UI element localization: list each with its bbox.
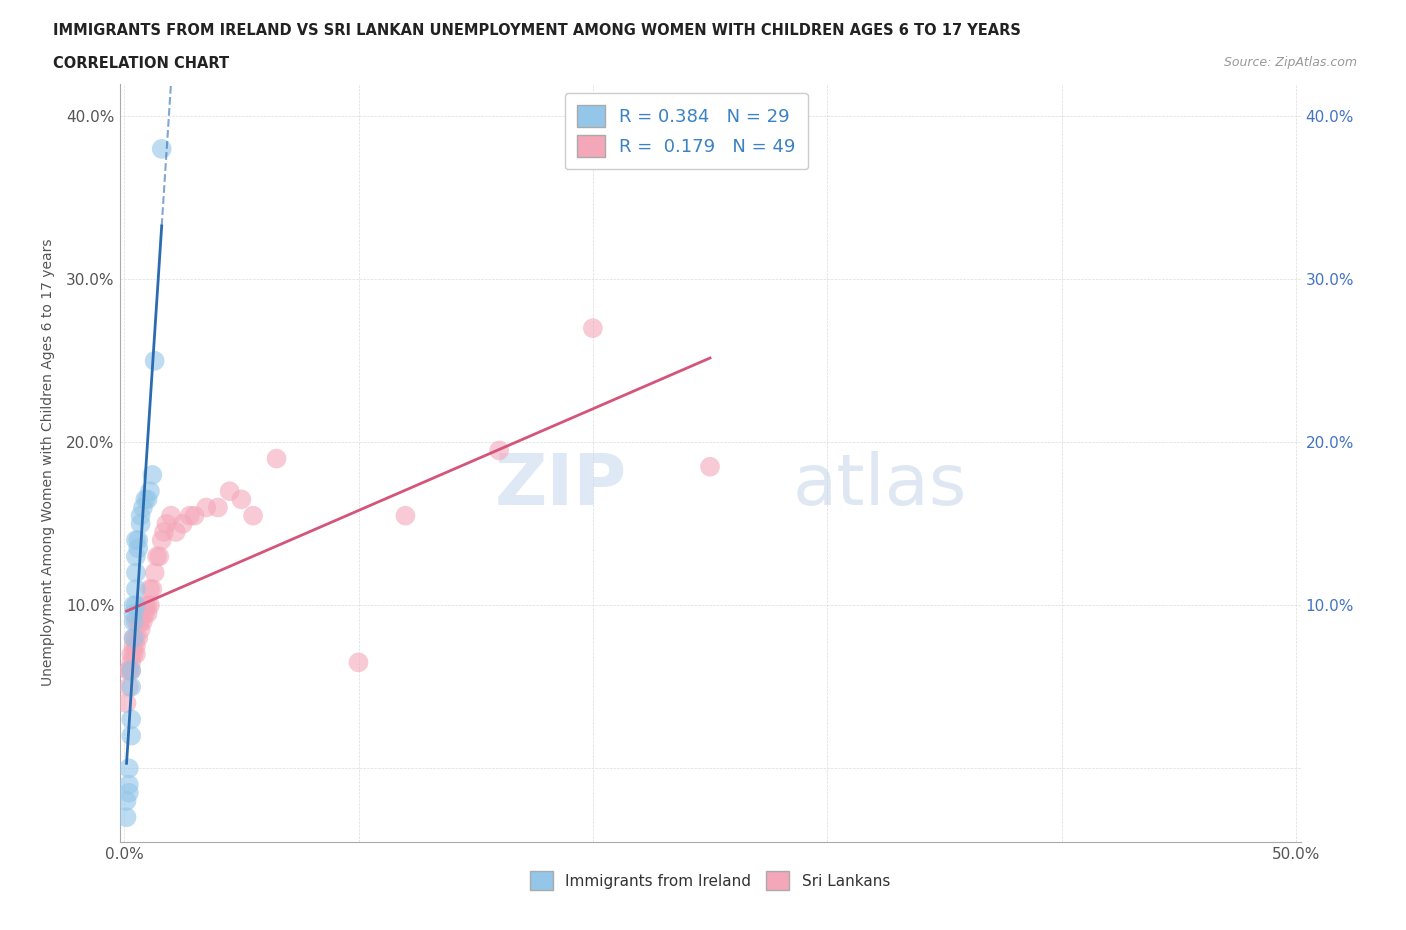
Point [122, 639, 145, 654]
Point [172, 516, 194, 531]
Text: IMMIGRANTS FROM IRELAND VS SRI LANKAN UNEMPLOYMENT AMONG WOMEN WITH CHILDREN AGE: IMMIGRANTS FROM IRELAND VS SRI LANKAN UN… [53, 23, 1021, 38]
Point [125, 581, 148, 596]
Point [139, 581, 162, 596]
Legend: Immigrants from Ireland, Sri Lankans: Immigrants from Ireland, Sri Lankans [517, 859, 903, 902]
Point [155, 516, 177, 531]
Text: Source: ZipAtlas.com: Source: ZipAtlas.com [1223, 56, 1357, 69]
Point [139, 484, 162, 498]
Point [141, 468, 163, 483]
Point [118, 777, 141, 792]
Point [118, 663, 141, 678]
Point [127, 541, 149, 556]
Text: atlas: atlas [793, 451, 967, 520]
Point [118, 785, 141, 800]
Point [122, 614, 145, 629]
Point [134, 492, 156, 507]
Point [125, 598, 148, 613]
Point [132, 500, 155, 515]
Point [242, 508, 264, 523]
Point [125, 565, 148, 580]
Point [122, 631, 145, 645]
Point [136, 606, 159, 621]
Point [394, 508, 416, 523]
Point [582, 321, 605, 336]
Point [122, 646, 145, 661]
Point [120, 712, 142, 727]
Point [179, 508, 201, 523]
Point [136, 492, 159, 507]
Point [218, 484, 240, 498]
Point [153, 525, 176, 539]
Point [118, 679, 141, 694]
Point [195, 500, 218, 515]
Point [266, 451, 288, 466]
Point [120, 663, 142, 678]
Point [118, 663, 141, 678]
Point [120, 728, 142, 743]
Point [132, 614, 155, 629]
Point [207, 500, 229, 515]
Point [165, 525, 187, 539]
Point [127, 614, 149, 629]
Point [125, 614, 148, 629]
Point [129, 516, 152, 531]
Point [125, 631, 148, 645]
Point [122, 598, 145, 613]
Point [118, 761, 141, 776]
Point [129, 508, 152, 523]
Point [148, 549, 170, 564]
Point [488, 443, 510, 458]
Point [139, 598, 162, 613]
Point [127, 533, 149, 548]
Point [231, 492, 253, 507]
Point [120, 646, 142, 661]
Point [150, 533, 173, 548]
Y-axis label: Unemployment Among Women with Children Ages 6 to 17 years: Unemployment Among Women with Children A… [41, 239, 55, 686]
Point [122, 606, 145, 621]
Point [132, 606, 155, 621]
Point [134, 598, 156, 613]
Point [115, 793, 138, 808]
Point [136, 598, 159, 613]
Point [699, 459, 721, 474]
Point [125, 549, 148, 564]
Text: ZIP: ZIP [495, 451, 627, 520]
Point [143, 353, 166, 368]
Point [120, 655, 142, 670]
Point [127, 631, 149, 645]
Point [125, 646, 148, 661]
Point [134, 606, 156, 621]
Point [129, 614, 152, 629]
Point [150, 141, 173, 156]
Point [146, 549, 169, 564]
Point [122, 631, 145, 645]
Point [347, 655, 370, 670]
Point [160, 508, 183, 523]
Text: CORRELATION CHART: CORRELATION CHART [53, 56, 229, 71]
Point [141, 581, 163, 596]
Point [115, 810, 138, 825]
Point [129, 622, 152, 637]
Point [125, 533, 148, 548]
Point [143, 565, 166, 580]
Point [120, 679, 142, 694]
Point [125, 639, 148, 654]
Point [183, 508, 205, 523]
Point [120, 663, 142, 678]
Point [115, 696, 138, 711]
